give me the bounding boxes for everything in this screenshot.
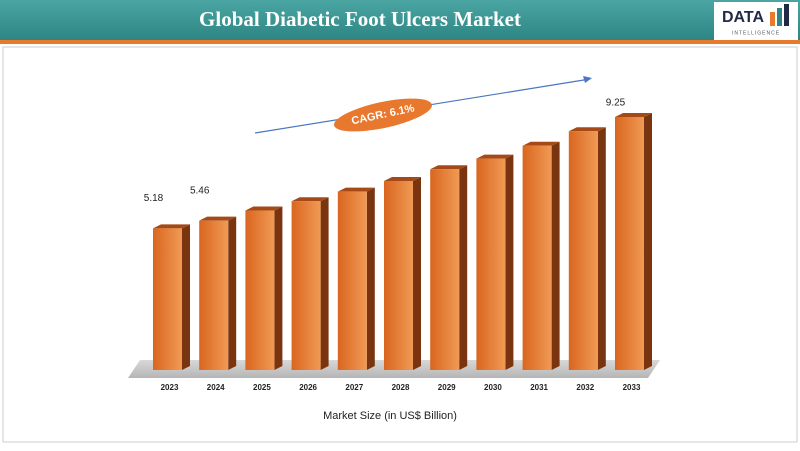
header-bar <box>0 0 800 40</box>
value-label: 5.46 <box>190 185 210 196</box>
logo-icon <box>784 4 789 26</box>
bar-top <box>476 154 514 159</box>
arrow-head <box>583 76 592 83</box>
bar-top <box>615 113 652 117</box>
bar-top <box>153 224 190 229</box>
bar-top <box>199 216 237 221</box>
bar-side <box>228 216 237 370</box>
x-tick-label: 2024 <box>207 383 225 392</box>
x-tick-label: 2031 <box>530 383 548 392</box>
bar-top <box>568 127 606 132</box>
logo-text: DATA <box>722 9 765 26</box>
bar <box>245 210 275 370</box>
value-label: 9.25 <box>606 98 626 109</box>
bar <box>568 131 598 370</box>
bar-side <box>320 197 329 370</box>
bar-top <box>384 177 421 182</box>
plot-border <box>2 46 798 443</box>
bar <box>199 220 229 370</box>
x-tick-label: 2033 <box>623 383 641 392</box>
bar-side <box>551 141 560 370</box>
bar <box>384 181 413 370</box>
x-axis-label: Market Size (in US$ Billion) <box>323 410 457 422</box>
bar-side <box>366 187 375 370</box>
bar-side <box>644 113 652 370</box>
bar-side <box>413 177 421 370</box>
logo-icon <box>770 12 775 26</box>
bar <box>522 145 552 370</box>
x-tick-label: 2029 <box>438 383 456 392</box>
bar-top <box>430 165 468 170</box>
bar-top <box>291 197 329 202</box>
bar <box>430 169 460 370</box>
x-tick-label: 2032 <box>576 383 594 392</box>
bar <box>337 191 367 370</box>
bar-side <box>505 154 514 370</box>
value-label: 5.18 <box>144 193 164 204</box>
cagr-badge <box>334 98 432 132</box>
bar-side <box>597 127 606 370</box>
logo-subtext: INTELLIGENCE <box>732 30 780 36</box>
bar <box>615 117 644 370</box>
x-tick-label: 2030 <box>484 383 502 392</box>
x-tick-label: 2028 <box>392 383 410 392</box>
bar-top <box>337 187 375 192</box>
x-tick-label: 2023 <box>161 383 179 392</box>
x-tick-label: 2027 <box>345 383 363 392</box>
logo-icon <box>777 8 782 26</box>
bar-top <box>245 206 283 211</box>
bar-side <box>459 165 468 370</box>
header-underline <box>0 40 800 44</box>
x-tick-label: 2026 <box>299 383 317 392</box>
bar <box>476 158 506 370</box>
bar-side <box>274 206 283 370</box>
bar <box>291 201 321 370</box>
bar-side <box>182 224 190 370</box>
chart-title: Global Diabetic Foot Ulcers Market <box>199 7 521 31</box>
bar <box>153 228 182 370</box>
x-tick-label: 2025 <box>253 383 271 392</box>
bar-top <box>522 141 560 146</box>
